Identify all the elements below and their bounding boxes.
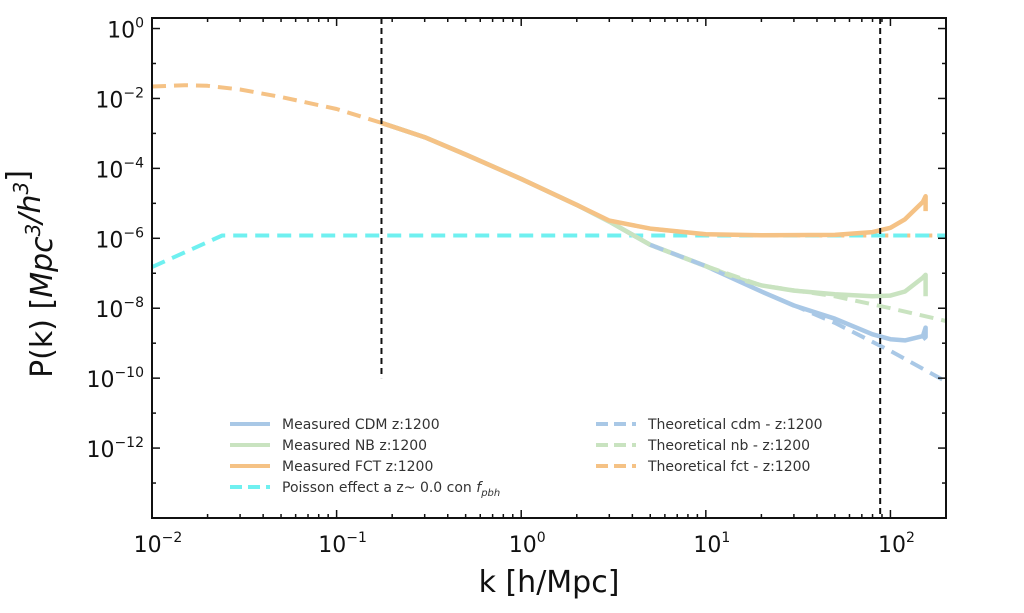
legend-item: Measured CDM z:1200 [230, 417, 440, 433]
legend-label: Poisson effect a z~ 0.0 con fpbh [282, 480, 500, 499]
y-tick-label: 10−6 [95, 225, 144, 253]
series-line-3 [380, 120, 928, 299]
series-layer [152, 83, 946, 384]
series-line-1 [152, 233, 946, 269]
legend-label: Theoretical fct - z:1200 [647, 459, 810, 475]
x-tick-label: 10−2 [134, 530, 183, 558]
legend-label: Measured CDM z:1200 [282, 417, 440, 433]
legend-item: Theoretical nb - z:1200 [596, 438, 810, 454]
x-tick-label: 101 [693, 530, 730, 558]
legend-label: Theoretical nb - z:1200 [647, 438, 810, 454]
x-tick-label: 100 [509, 530, 546, 558]
ticks-layer: 10−2 10−1 100 101 102 100 10−2 10−4 10−6 10−8 10−1… [86, 16, 947, 558]
y-tick-label: 100 [107, 16, 144, 44]
vertical-lines-layer [380, 18, 882, 518]
series-line-6 [705, 264, 946, 323]
y-tick-label: 10−8 [95, 295, 144, 323]
legend-item: Measured FCT z:1200 [230, 459, 433, 475]
y-axis-title: P(k) [Mpc3/h3] [1, 170, 60, 378]
series-line-5 [649, 242, 946, 384]
x-tick-label: 102 [878, 530, 915, 558]
legend-label: Measured FCT z:1200 [282, 459, 433, 475]
legend: Measured CDM z:1200 Measured NB z:1200 Mea… [230, 417, 823, 499]
axes-frame [151, 17, 947, 519]
legend-item: Poisson effect a z~ 0.0 con fpbh [230, 480, 500, 499]
legend-label: Measured NB z:1200 [282, 438, 427, 454]
x-axis-title: k [h/Mpc] [479, 565, 620, 600]
axes-frame-layer [151, 17, 947, 519]
series-line-0 [152, 83, 946, 238]
legend-item: Theoretical fct - z:1200 [596, 459, 810, 475]
y-tick-label: 10−10 [86, 365, 144, 393]
y-tick-label: 10−4 [95, 155, 144, 183]
legend-item: Measured NB z:1200 [230, 438, 427, 454]
y-tick-label: 10−12 [86, 435, 144, 463]
y-tick-label: 10−2 [95, 85, 144, 113]
series-line-4 [380, 120, 928, 238]
x-tick-label: 10−1 [318, 530, 367, 558]
legend-label: Theoretical cdm - z:1200 [647, 417, 823, 433]
legend-item: Theoretical cdm - z:1200 [596, 417, 823, 433]
